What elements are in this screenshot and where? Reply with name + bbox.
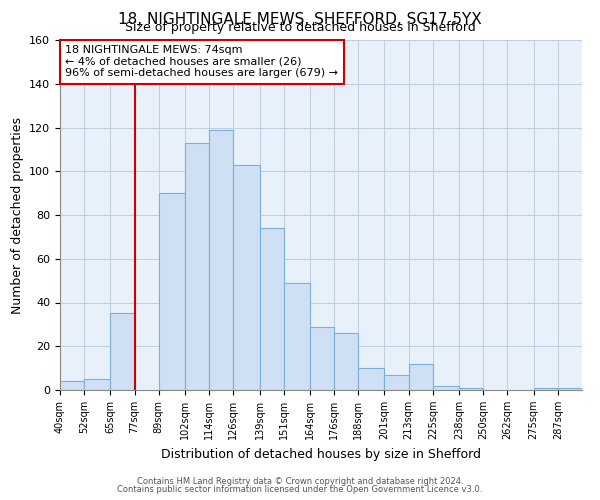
Text: 18 NIGHTINGALE MEWS: 74sqm
← 4% of detached houses are smaller (26)
96% of semi-: 18 NIGHTINGALE MEWS: 74sqm ← 4% of detac…: [65, 46, 338, 78]
Text: Contains public sector information licensed under the Open Government Licence v3: Contains public sector information licen…: [118, 484, 482, 494]
Bar: [334, 333, 358, 390]
Bar: [185, 143, 209, 390]
Bar: [310, 326, 334, 390]
Text: 18, NIGHTINGALE MEWS, SHEFFORD, SG17 5YX: 18, NIGHTINGALE MEWS, SHEFFORD, SG17 5YX: [118, 12, 482, 26]
Bar: [358, 368, 385, 390]
Bar: [433, 386, 459, 390]
Bar: [409, 364, 433, 390]
Bar: [233, 164, 260, 390]
Bar: [284, 283, 310, 390]
Bar: [60, 381, 84, 390]
Bar: [558, 388, 582, 390]
Bar: [459, 388, 483, 390]
Bar: [110, 314, 134, 390]
Bar: [159, 193, 185, 390]
Bar: [385, 374, 409, 390]
X-axis label: Distribution of detached houses by size in Shefford: Distribution of detached houses by size …: [161, 448, 481, 460]
Bar: [209, 130, 233, 390]
Bar: [533, 388, 558, 390]
Text: Contains HM Land Registry data © Crown copyright and database right 2024.: Contains HM Land Registry data © Crown c…: [137, 477, 463, 486]
Bar: [260, 228, 284, 390]
Y-axis label: Number of detached properties: Number of detached properties: [11, 116, 23, 314]
Bar: [84, 379, 110, 390]
Text: Size of property relative to detached houses in Shefford: Size of property relative to detached ho…: [125, 22, 475, 35]
